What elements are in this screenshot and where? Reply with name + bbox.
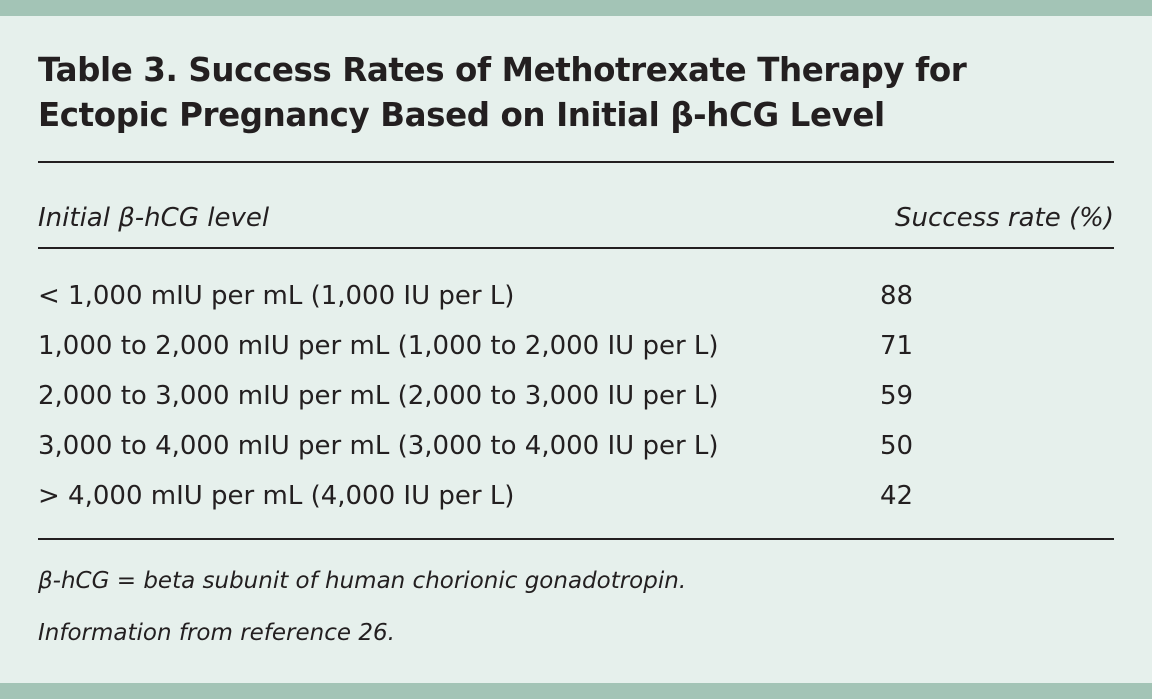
table-title-line-2: Ectopic Pregnancy Based on Initial β-hCG… — [38, 96, 885, 134]
cell-level: 3,000 to 4,000 mIU per mL (3,000 to 4,00… — [38, 431, 719, 461]
table-row: > 4,000 mIU per mL (4,000 IU per L) 42 — [38, 478, 1114, 528]
cell-rate: 71 — [880, 331, 914, 361]
bottom-accent-band — [0, 683, 1152, 699]
title-divider — [38, 161, 1114, 163]
cell-level: > 4,000 mIU per mL (4,000 IU per L) — [38, 481, 515, 511]
table-row: < 1,000 mIU per mL (1,000 IU per L) 88 — [38, 278, 1114, 328]
cell-rate: 42 — [880, 481, 914, 511]
column-header-rate: Success rate (%) — [895, 203, 1114, 233]
cell-rate: 88 — [880, 281, 914, 311]
table-title: Table 3. Success Rates of Methotrexate T… — [38, 48, 1118, 138]
footer-divider — [38, 538, 1114, 540]
table-body: < 1,000 mIU per mL (1,000 IU per L) 88 1… — [38, 278, 1114, 528]
cell-level: 1,000 to 2,000 mIU per mL (1,000 to 2,00… — [38, 331, 719, 361]
cell-level: 2,000 to 3,000 mIU per mL (2,000 to 3,00… — [38, 381, 719, 411]
footnote-abbreviation: β-hCG = beta subunit of human chorionic … — [38, 568, 687, 594]
header-divider — [38, 247, 1114, 249]
table-title-line-1: Table 3. Success Rates of Methotrexate T… — [38, 51, 967, 89]
cell-rate: 59 — [880, 381, 914, 411]
table-row: 3,000 to 4,000 mIU per mL (3,000 to 4,00… — [38, 428, 1114, 478]
table-row: 1,000 to 2,000 mIU per mL (1,000 to 2,00… — [38, 328, 1114, 378]
footnote-source: Information from reference 26. — [38, 620, 395, 646]
cell-level: < 1,000 mIU per mL (1,000 IU per L) — [38, 281, 515, 311]
top-accent-band — [0, 0, 1152, 16]
table-row: 2,000 to 3,000 mIU per mL (2,000 to 3,00… — [38, 378, 1114, 428]
cell-rate: 50 — [880, 431, 914, 461]
column-header-level: Initial β-hCG level — [38, 203, 270, 233]
